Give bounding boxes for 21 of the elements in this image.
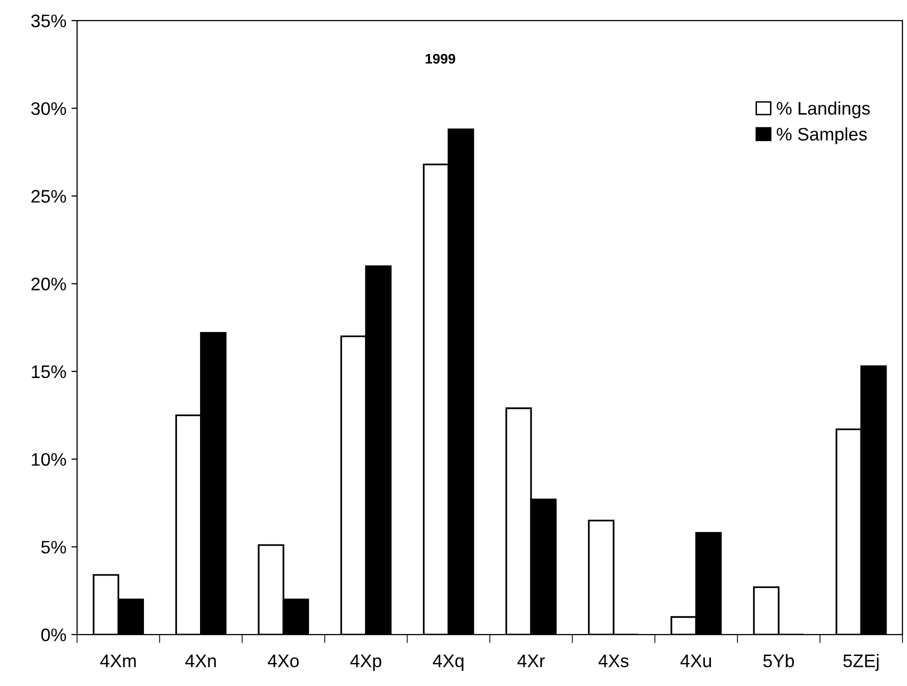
y-tick-label: 10%	[32, 453, 66, 466]
x-tick-label: 5Yb	[763, 654, 794, 668]
x-tick-label: 4Xn	[185, 654, 216, 668]
text: 1999	[426, 54, 456, 64]
x-tick-label: 4Xo	[268, 654, 299, 668]
x-tick-label: 4Xu	[680, 654, 711, 668]
x-tick-label: 4Xr	[517, 654, 545, 668]
x-tick-label: 4Xp	[350, 654, 382, 671]
y-tick-label: 5%	[41, 540, 66, 554]
x-tick-label: 4Xq	[432, 654, 464, 671]
y-tick-label: 0%	[41, 628, 66, 642]
y-tick-label: 35%	[31, 14, 66, 28]
x-tick-label: 5ZEj	[843, 654, 879, 671]
y-tick-label: 20%	[31, 278, 66, 290]
x-tick-label: 4Xs	[598, 654, 628, 668]
y-tick-label: 25%	[31, 190, 66, 203]
x-tick-label: 4Xm	[100, 654, 136, 668]
legend-label: % Samples	[776, 127, 867, 144]
y-tick-label: 15%	[32, 365, 66, 378]
y-tick-label: 30%	[31, 102, 66, 116]
legend-label: % Landings	[776, 101, 870, 118]
